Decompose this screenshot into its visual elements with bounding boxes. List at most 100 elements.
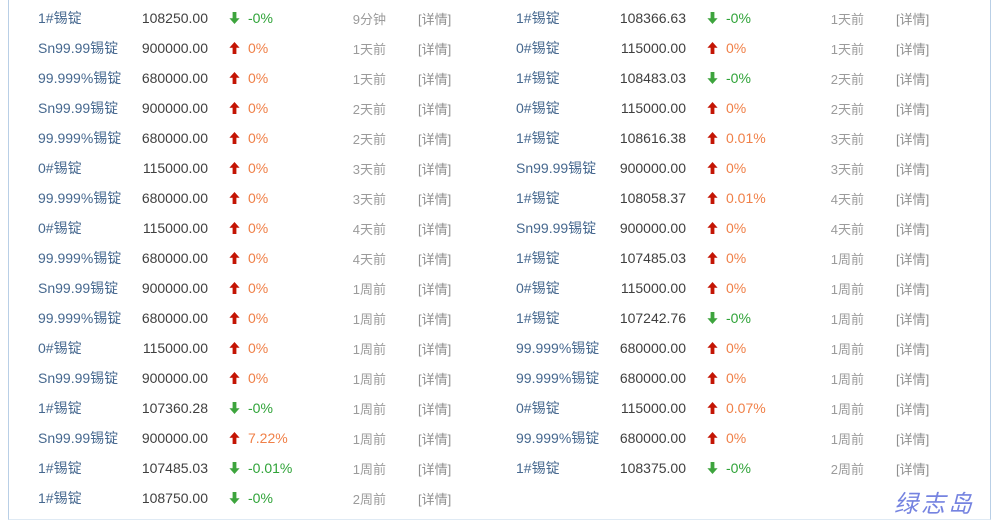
detail-link[interactable]: [详情] — [418, 11, 452, 27]
up-arrow-icon — [707, 102, 718, 114]
price-row: 0#锡锭 115000.00 0% 4天前 [详情] — [9, 213, 487, 243]
product-name-link[interactable]: 1#锡锭 — [516, 70, 560, 86]
trend-arrow-icon — [229, 492, 240, 504]
product-name-link[interactable]: 1#锡锭 — [516, 250, 560, 266]
price-row: 1#锡锭 108058.37 0.01% 4天前 [详情] — [487, 183, 965, 213]
down-arrow-icon — [707, 72, 718, 84]
price-value: 108483.03 — [619, 70, 686, 86]
product-name-link[interactable]: 1#锡锭 — [516, 310, 560, 326]
detail-link[interactable]: [详情] — [418, 401, 452, 417]
trend-arrow-icon — [707, 342, 718, 354]
product-name-link[interactable]: 0#锡锭 — [516, 280, 560, 296]
detail-link[interactable]: [详情] — [418, 431, 452, 447]
product-name-link[interactable]: Sn99.99锡锭 — [38, 370, 119, 386]
product-name-link[interactable]: 99.999%锡锭 — [516, 430, 600, 446]
product-name-link[interactable]: Sn99.99锡锭 — [516, 160, 597, 176]
detail-link[interactable]: [详情] — [418, 371, 452, 387]
product-name-link[interactable]: 1#锡锭 — [38, 10, 82, 26]
detail-link[interactable]: [详情] — [896, 431, 930, 447]
product-name-link[interactable]: 0#锡锭 — [516, 100, 560, 116]
product-name-link[interactable]: 1#锡锭 — [38, 460, 82, 476]
price-value: 108250.00 — [141, 10, 208, 26]
product-name-link[interactable]: 1#锡锭 — [38, 490, 82, 506]
change-percent: 0% — [726, 100, 747, 116]
price-value: 680000.00 — [141, 250, 208, 266]
detail-link[interactable]: [详情] — [896, 131, 930, 147]
price-value: 107485.03 — [141, 460, 208, 476]
change-percent: 0% — [726, 220, 747, 236]
detail-link[interactable]: [详情] — [896, 221, 930, 237]
detail-link[interactable]: [详情] — [896, 251, 930, 267]
product-name-link[interactable]: 1#锡锭 — [516, 190, 560, 206]
detail-link[interactable]: [详情] — [418, 461, 452, 477]
detail-link[interactable]: [详情] — [896, 401, 930, 417]
trend-arrow-icon — [229, 252, 240, 264]
up-arrow-icon — [229, 102, 240, 114]
detail-link[interactable]: [详情] — [418, 311, 452, 327]
product-name-link[interactable]: 0#锡锭 — [516, 400, 560, 416]
detail-link[interactable]: [详情] — [896, 161, 930, 177]
product-name-link[interactable]: 99.999%锡锭 — [516, 370, 600, 386]
detail-link[interactable]: [详情] — [418, 281, 452, 297]
product-name-link[interactable]: 1#锡锭 — [516, 460, 560, 476]
product-name-link[interactable]: 0#锡锭 — [516, 40, 560, 56]
price-value: 107485.03 — [619, 250, 686, 266]
detail-link[interactable]: [详情] — [896, 461, 930, 477]
product-name-link[interactable]: Sn99.99锡锭 — [516, 220, 597, 236]
product-name-link[interactable]: Sn99.99锡锭 — [38, 430, 119, 446]
detail-link[interactable]: [详情] — [418, 41, 452, 57]
product-name-link[interactable]: 0#锡锭 — [38, 160, 82, 176]
product-name-link[interactable]: 0#锡锭 — [38, 220, 82, 236]
change-percent: 0% — [248, 190, 269, 206]
product-name-link[interactable]: 99.999%锡锭 — [38, 130, 122, 146]
detail-link[interactable]: [详情] — [896, 281, 930, 297]
detail-link[interactable]: [详情] — [896, 191, 930, 207]
product-name-link[interactable]: Sn99.99锡锭 — [38, 280, 119, 296]
change-percent: 0% — [248, 40, 269, 56]
detail-link[interactable]: [详情] — [896, 371, 930, 387]
detail-link[interactable]: [详情] — [418, 221, 452, 237]
product-name-link[interactable]: Sn99.99锡锭 — [38, 100, 119, 116]
tin-price-list-panel: 1#锡锭 108250.00 -0% 9分钟 [详情] Sn99.99锡锭 90… — [8, 0, 991, 520]
detail-link[interactable]: [详情] — [418, 191, 452, 207]
product-name-link[interactable]: Sn99.99锡锭 — [38, 40, 119, 56]
trend-arrow-icon — [229, 282, 240, 294]
price-row: 1#锡锭 107485.03 0% 1周前 [详情] — [487, 243, 965, 273]
time-ago: 4天前 — [830, 221, 864, 237]
change-percent: 0% — [248, 370, 269, 386]
time-ago: 2周前 — [830, 461, 864, 477]
price-row: 1#锡锭 108616.38 0.01% 3天前 [详情] — [487, 123, 965, 153]
product-name-link[interactable]: 1#锡锭 — [516, 10, 560, 26]
up-arrow-icon — [229, 252, 240, 264]
detail-link[interactable]: [详情] — [896, 341, 930, 357]
detail-link[interactable]: [详情] — [418, 131, 452, 147]
product-name-link[interactable]: 99.999%锡锭 — [516, 340, 600, 356]
product-name-link[interactable]: 99.999%锡锭 — [38, 250, 122, 266]
down-arrow-icon — [707, 312, 718, 324]
up-arrow-icon — [229, 432, 240, 444]
detail-link[interactable]: [详情] — [418, 161, 452, 177]
product-name-link[interactable]: 99.999%锡锭 — [38, 70, 122, 86]
product-name-link[interactable]: 99.999%锡锭 — [38, 190, 122, 206]
detail-link[interactable]: [详情] — [896, 71, 930, 87]
detail-link[interactable]: [详情] — [418, 341, 452, 357]
up-arrow-icon — [707, 282, 718, 294]
detail-link[interactable]: [详情] — [418, 251, 452, 267]
detail-link[interactable]: [详情] — [896, 41, 930, 57]
product-name-link[interactable]: 0#锡锭 — [38, 340, 82, 356]
price-value: 680000.00 — [619, 340, 686, 356]
detail-link[interactable]: [详情] — [896, 311, 930, 327]
up-arrow-icon — [707, 342, 718, 354]
detail-link[interactable]: [详情] — [896, 11, 930, 27]
price-row: 1#锡锭 108483.03 -0% 2天前 [详情] — [487, 63, 965, 93]
detail-link[interactable]: [详情] — [418, 101, 452, 117]
product-name-link[interactable]: 99.999%锡锭 — [38, 310, 122, 326]
detail-link[interactable]: [详情] — [418, 491, 452, 507]
product-name-link[interactable]: 1#锡锭 — [516, 130, 560, 146]
up-arrow-icon — [229, 282, 240, 294]
detail-link[interactable]: [详情] — [896, 101, 930, 117]
price-row: 1#锡锭 107360.28 -0% 1周前 [详情] — [9, 393, 487, 423]
price-row: 1#锡锭 108750.00 -0% 2周前 [详情] — [9, 483, 487, 513]
product-name-link[interactable]: 1#锡锭 — [38, 400, 82, 416]
detail-link[interactable]: [详情] — [418, 71, 452, 87]
